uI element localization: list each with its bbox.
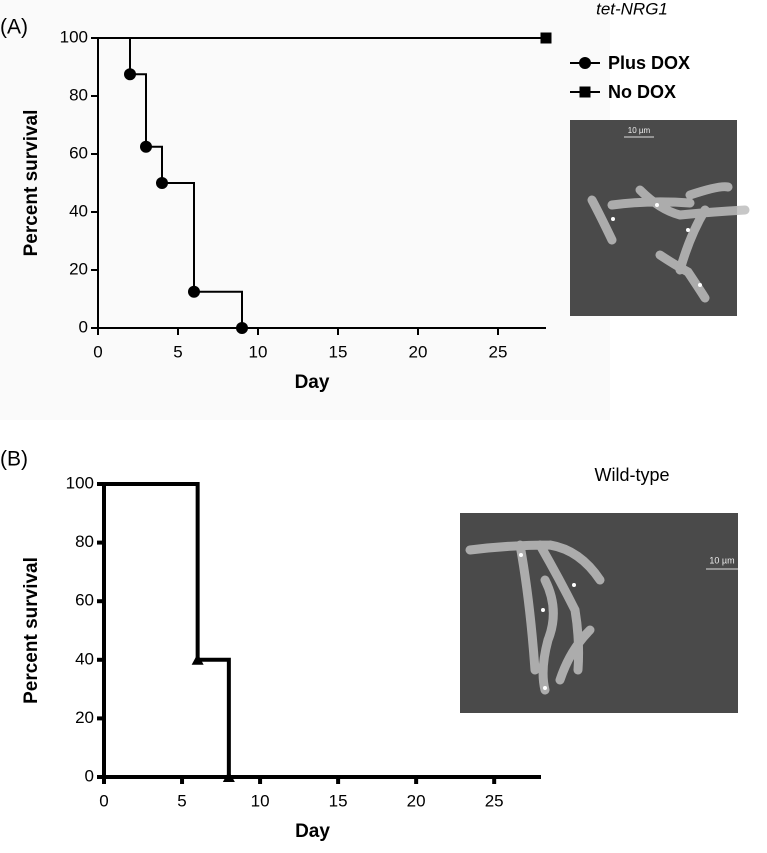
y-axis-label: Percent survival [21, 557, 42, 704]
x-tick-label: 10 [249, 342, 268, 361]
marker [191, 653, 204, 665]
x-tick-label: 10 [251, 791, 270, 810]
x-tick-label: 15 [329, 791, 348, 810]
y-tick-label: 0 [85, 766, 94, 785]
panel-a-background [0, 0, 610, 420]
y-tick-label: 60 [69, 143, 88, 162]
scale-bar-label: 10 µm [709, 555, 734, 565]
x-tick-label: 20 [409, 342, 428, 361]
panel-label: (B) [0, 448, 28, 471]
y-tick-label: 80 [75, 532, 94, 551]
scale-bar-label: 10 µm [628, 126, 651, 135]
legend-label: No DOX [608, 82, 676, 102]
marker [188, 285, 200, 298]
legend-label: Plus DOX [608, 53, 690, 73]
y-tick-label: 0 [79, 317, 88, 336]
annotation: tet-NRG1 [596, 0, 668, 18]
x-tick-label: 15 [329, 342, 348, 361]
x-axis-label: Day [295, 372, 330, 393]
y-tick-label: 100 [60, 27, 88, 46]
x-tick-label: 5 [177, 791, 186, 810]
x-tick-label: 20 [407, 791, 426, 810]
micrograph-a: 10 µm [570, 120, 750, 316]
x-axis-label: Day [295, 821, 330, 842]
annotation: Wild-type [594, 465, 669, 485]
marker [540, 32, 552, 44]
marker [140, 140, 152, 153]
x-tick-label: 0 [99, 791, 108, 810]
plot: (A) tet-NRG1 0 20 40 60 80 100 0 5 10 15 20 25 Day Perc… [0, 0, 690, 393]
x-tick-label: 5 [173, 342, 182, 361]
marker [156, 177, 168, 189]
micrograph-b: 10 µm [460, 513, 738, 713]
x-tick-label: 25 [489, 342, 508, 361]
survival-line [104, 482, 231, 777]
plot: (B) Wild-type 0 20 40 60 80 100 0 5 10 15 20 25 Day Per… [0, 448, 670, 842]
y-tick-label: 20 [75, 708, 94, 727]
x-tick-label: 0 [93, 342, 102, 361]
marker [236, 322, 248, 334]
y-tick-label: 40 [69, 201, 88, 220]
panel-label: (A) [0, 16, 28, 39]
legend-marker [579, 86, 591, 98]
y-tick-label: 60 [75, 591, 94, 610]
legend-marker [579, 57, 591, 69]
y-tick-label: 40 [75, 649, 94, 668]
y-tick-label: 20 [69, 259, 88, 278]
y-axis-label: Percent survival [21, 110, 42, 257]
marker [222, 771, 235, 782]
x-tick-label: 25 [485, 791, 504, 810]
y-tick-label: 100 [66, 473, 94, 492]
survival-line [98, 37, 243, 328]
marker [124, 68, 136, 81]
y-tick-label: 80 [69, 85, 88, 104]
